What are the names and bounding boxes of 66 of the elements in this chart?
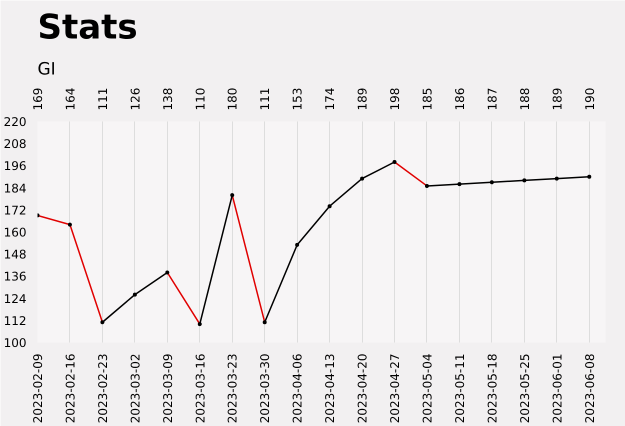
point (522, 178, 526, 182)
point (392, 160, 397, 164)
y-tick-label: 184 (4, 181, 26, 196)
y-tick-label: 100 (4, 336, 26, 350)
point (100, 320, 104, 324)
x-tick-label: 2023-02-16 (63, 353, 78, 424)
data-label: 164 (63, 88, 78, 110)
y-tick-label: 148 (4, 248, 26, 262)
point (360, 176, 364, 181)
data-label: 111 (96, 88, 110, 110)
data-label: 180 (226, 88, 240, 110)
x-tick-label: 2023-06-08 (582, 353, 597, 424)
data-label: 110 (193, 88, 208, 110)
x-tick-label: 2023-04-27 (388, 353, 402, 424)
point (68, 222, 72, 227)
x-tick-label: 2023-05-25 (518, 353, 532, 424)
data-label: 186 (452, 88, 467, 110)
point (424, 184, 429, 188)
y-tick-label: 208 (4, 137, 26, 152)
data-label: 187 (485, 88, 500, 110)
data-label: 190 (582, 88, 597, 110)
y-tick-label: 172 (4, 203, 26, 218)
x-tick-label: 2023-03-02 (128, 353, 142, 424)
x-tick-label: 2023-06-01 (550, 353, 564, 424)
y-tick-label: 112 (4, 314, 26, 328)
y-tick-label: 160 (4, 226, 26, 240)
point (295, 242, 300, 247)
point (328, 204, 332, 208)
point (490, 180, 494, 184)
point (554, 176, 559, 181)
data-label: 185 (420, 88, 434, 110)
data-label: 189 (550, 88, 564, 110)
y-tick-label: 136 (4, 270, 26, 284)
point (587, 174, 592, 179)
x-tick-label: 2023-03-16 (193, 353, 208, 424)
x-tick-label: 2023-05-18 (485, 353, 500, 424)
data-label: 198 (388, 88, 402, 110)
point (262, 320, 267, 324)
point (457, 182, 462, 186)
data-label: 111 (258, 88, 272, 110)
x-tick-label: 2023-02-23 (96, 353, 110, 424)
x-tick-label: 2023-04-06 (290, 353, 305, 424)
data-label: 138 (160, 88, 175, 110)
x-tick-label: 2023-05-11 (452, 353, 467, 424)
y-tick-label: 220 (4, 115, 26, 129)
x-tick-label: 2023-04-20 (356, 353, 370, 424)
y-axis-title: GI (38, 60, 56, 80)
x-tick-label: 2023-03-23 (226, 353, 240, 424)
x-tick-label: 2023-03-09 (160, 353, 175, 424)
x-tick-label: 2023-05-04 (420, 353, 434, 424)
y-tick-label: 196 (4, 159, 26, 174)
x-tick-label: 2023-04-13 (323, 353, 338, 424)
x-tick-label: 2023-02-09 (31, 353, 45, 424)
data-label: 189 (356, 88, 370, 110)
chart-title: Stats (38, 8, 138, 48)
data-label: 174 (323, 88, 338, 110)
point (230, 193, 234, 198)
x-tick-label: 2023-03-30 (258, 353, 272, 424)
y-tick-label: 124 (4, 292, 26, 306)
data-label: 188 (518, 88, 532, 110)
data-label: 153 (290, 88, 305, 110)
point (198, 322, 202, 326)
data-label: 126 (128, 88, 142, 110)
point (132, 292, 137, 297)
point (165, 270, 170, 275)
data-label: 169 (31, 88, 45, 110)
